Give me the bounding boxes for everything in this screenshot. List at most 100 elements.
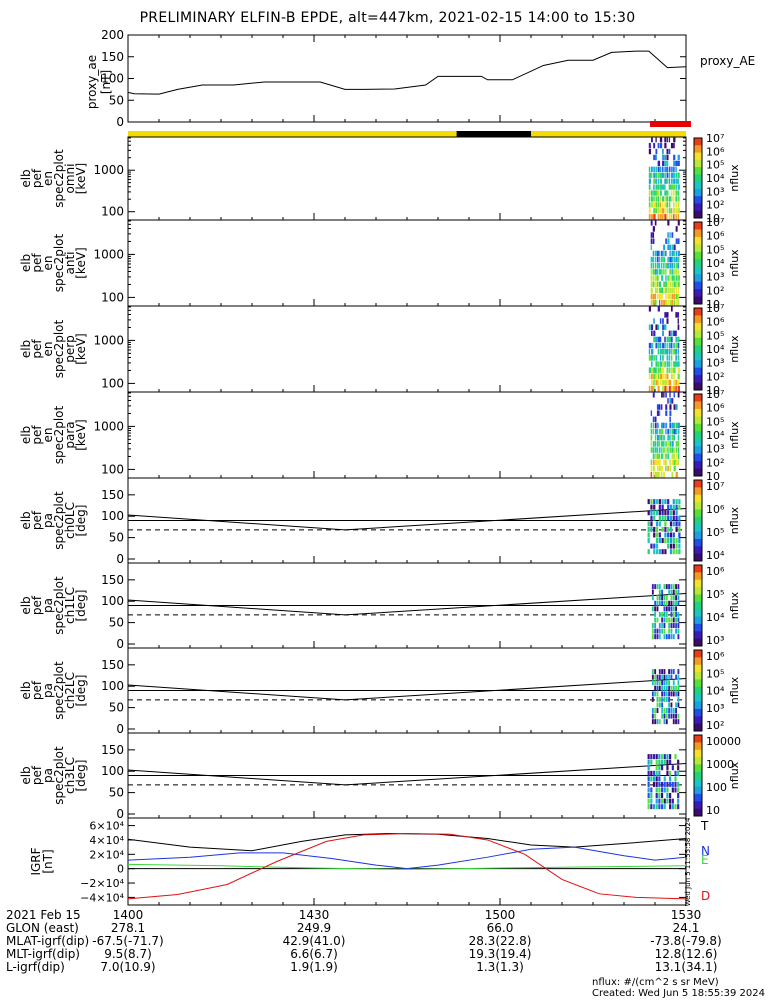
spectrogram-cell [665,428,667,435]
spectrogram-cell [650,269,653,275]
spectrogram-cell [673,404,676,410]
spectrogram-cell [653,172,656,178]
colorbar-frame [693,221,703,305]
igrf-frame [127,817,687,906]
spectrogram-cell [654,299,657,306]
spectrogram-cell [664,202,667,208]
colorbar-segment [694,360,702,369]
pa-cell [651,589,654,595]
pa-cell [654,685,657,691]
spectrogram-cell [677,336,680,343]
spectrogram-cell [652,256,655,263]
spectrogram-cell [651,166,653,172]
pa-cell [661,669,664,675]
spectrogram-cell [651,342,654,349]
spectrogram-ylabel: [keV] [74,247,88,278]
colorbar-segment [694,553,702,562]
spectrogram-cell [654,471,657,478]
spectrogram-cell [657,367,660,373]
colorbar-segment [694,524,702,533]
spectrogram-cell [654,441,657,447]
pa-cell [677,674,680,680]
pa-cell [654,719,657,725]
spectrogram-cell [673,342,675,349]
pa-cell [664,499,667,505]
spectrogram-cell [653,208,656,214]
pa-cell [666,787,669,793]
spectrogram-cell [652,226,655,232]
spectrogram-cell [656,287,659,294]
pa-ylabel: pef [30,765,44,785]
pa-cell [647,804,650,810]
pa-cell [663,776,666,782]
igrf-series-T [127,832,687,852]
spectrogram-cell [648,324,651,330]
spectrogram-cell [654,275,658,281]
colorbar-segment [694,480,702,488]
spectrogram-cell [668,202,671,208]
pa-cell [670,595,673,601]
spectrogram-cell [652,299,655,306]
pa-cell [651,696,654,702]
pa-cell [647,526,650,532]
spectrogram-cell [666,361,669,367]
colorbar-tick-label: 1000 [706,758,734,771]
spectrogram-cell [675,196,678,202]
spectrogram-cell [675,172,678,178]
spectrogram-cell [663,299,666,306]
spectrogram-cell [673,196,675,202]
spectrogram-cell [650,287,653,294]
spectrogram-cell [655,367,657,373]
pa-cell [670,674,673,680]
colorbar-segment [694,394,702,402]
spectrogram-cell [661,263,663,269]
spectrogram-cell [650,410,653,416]
colorbar-tick-label: 10⁶ [706,565,725,578]
spectrogram-cell [670,349,673,355]
spectrogram-cell [655,148,658,155]
pa-cell [664,538,667,544]
spectrogram-cell [662,330,664,337]
pa-cell [678,504,681,510]
colorbar-tick-label: 10 [706,804,720,817]
energy-ytick-label: 1000 [93,333,124,347]
pa-cell [658,770,661,776]
pa-cell [654,611,657,617]
pa-cell [661,680,664,686]
spectrogram-cell [677,208,680,214]
pa-cell [668,589,671,595]
pa-cell [674,754,677,760]
spectrogram-cell [675,459,678,466]
spectrogram-cell [673,160,676,167]
pa-cell [654,713,657,719]
pa-cell [651,584,654,590]
loss-cone-line [127,508,687,531]
pa-cell [647,798,650,804]
spectrogram-cell [661,299,663,306]
spectrogram-cell [652,453,655,459]
spectrogram-cell [663,256,666,263]
colorbar-segment [694,203,702,212]
spectrogram-cell [664,172,666,178]
spectrogram-cell [648,148,652,155]
pa-cell [656,685,659,691]
spectrogram-cell [665,453,667,459]
spectrogram-cell [650,459,652,466]
spectrogram-ylabel: elb [19,169,33,187]
orbit-segment [531,131,686,137]
colorbar-tick-label: 10⁴ [706,611,725,624]
colorbar-tick-label: 10³ [706,702,724,715]
spectrogram-cell [666,367,669,373]
spectrogram-cell [675,336,678,343]
pa-cell [663,680,666,686]
spectrogram-cell [653,166,656,172]
pa-cell [675,521,678,527]
colorbar-tick-label: 10⁴ [706,549,725,562]
spectrogram-cell [648,190,651,196]
pa-cell [672,521,675,527]
pa-cell [669,532,673,538]
spectrogram-cell [668,355,671,361]
pa-cell [647,754,650,760]
spectrogram-cell [659,142,663,149]
pa-cell [650,759,653,765]
